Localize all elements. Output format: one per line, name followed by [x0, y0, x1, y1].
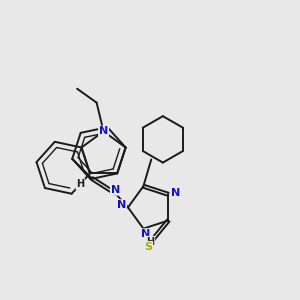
Text: N: N: [99, 126, 108, 136]
Text: S: S: [144, 242, 152, 252]
Text: N: N: [117, 200, 126, 210]
Text: N: N: [111, 185, 120, 195]
Text: N: N: [141, 229, 150, 239]
Text: N: N: [171, 188, 180, 198]
Text: H: H: [146, 237, 154, 247]
Text: H: H: [76, 179, 84, 189]
